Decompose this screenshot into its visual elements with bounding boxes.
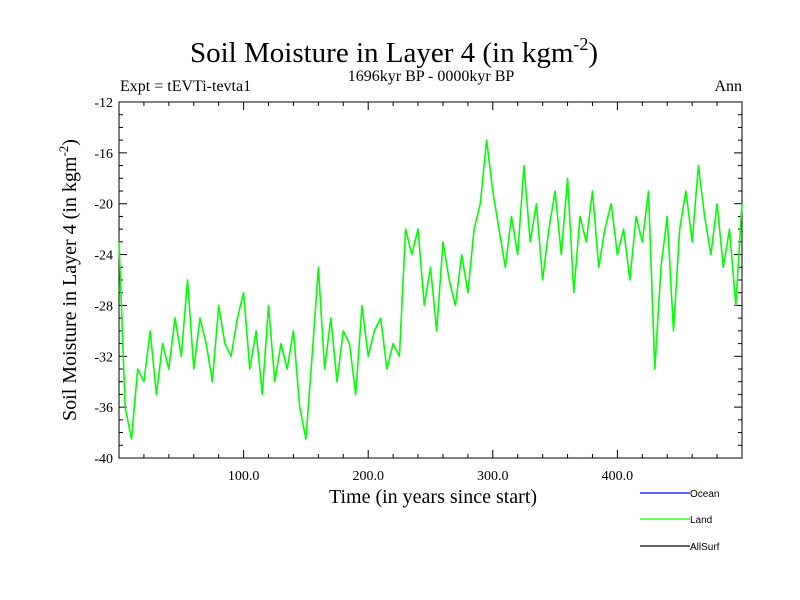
chart-title: Soil Moisture in Layer 4 (in kgm-2) <box>190 34 598 69</box>
x-tick-label: 200.0 <box>352 469 384 484</box>
series-land-line <box>118 139 743 440</box>
x-axis-label: Time (in years since start) <box>329 486 537 508</box>
y-tick-label: -24 <box>94 249 113 264</box>
plot-frame <box>118 101 743 459</box>
y-axis-label: Soil Moisture in Layer 4 (in kgm-2) <box>56 139 81 421</box>
y-tick-label: -16 <box>94 147 113 162</box>
experiment-label: Expt = tEVTi-tevta1 <box>120 78 251 95</box>
season-label: Ann <box>714 78 742 95</box>
legend: Ocean Land AllSurf <box>640 489 720 553</box>
y-tick-label: -32 <box>94 350 113 365</box>
y-tick-label: -28 <box>94 299 113 314</box>
x-tick-label: 400.0 <box>602 469 634 484</box>
x-tick-label: 100.0 <box>228 469 260 484</box>
period-label: 1696kyr BP - 0000kyr BP <box>348 68 515 85</box>
y-tick-label: -36 <box>94 401 113 416</box>
axis-ticks <box>119 101 742 459</box>
legend-ocean-label: Ocean <box>690 489 719 500</box>
y-tick-label: -40 <box>94 452 113 467</box>
legend-allsurf-label: AllSurf <box>690 542 720 553</box>
y-tick-label: -20 <box>94 198 113 213</box>
y-tick-labels: -40 -36 -32 -28 -24 -20 -16 -12 <box>94 96 113 467</box>
legend-land-label: Land <box>690 515 712 526</box>
x-tick-labels: 100.0 200.0 300.0 400.0 <box>228 469 633 484</box>
x-tick-label: 300.0 <box>477 469 509 484</box>
y-tick-label: -12 <box>94 96 113 111</box>
